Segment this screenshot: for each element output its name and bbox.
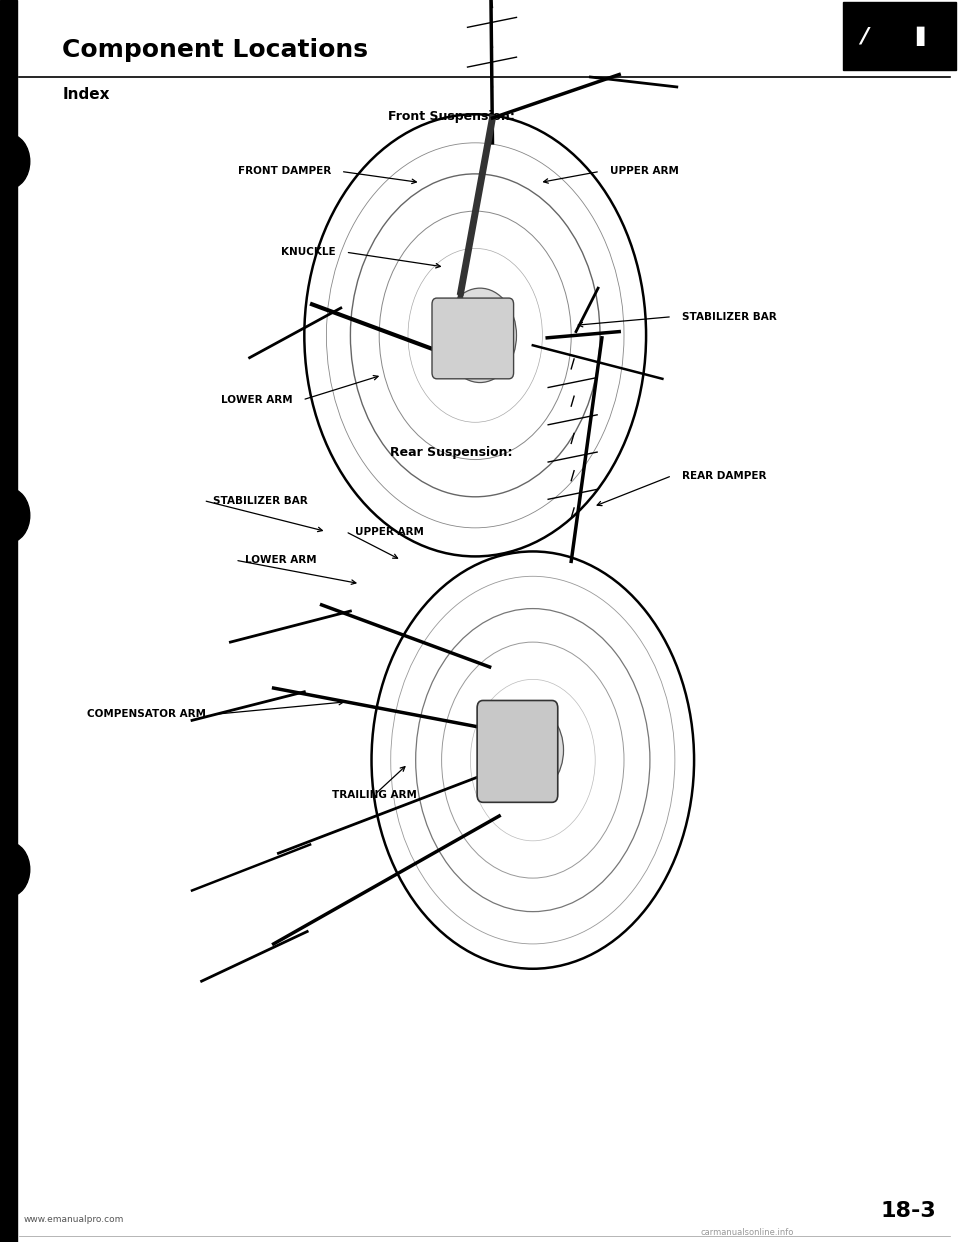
Text: LOWER ARM: LOWER ARM	[245, 555, 317, 565]
Circle shape	[0, 842, 30, 897]
Text: 18-3: 18-3	[880, 1201, 936, 1221]
Circle shape	[458, 313, 468, 325]
Circle shape	[510, 729, 519, 741]
Text: carmanualsonline.info: carmanualsonline.info	[701, 1227, 794, 1237]
Circle shape	[510, 759, 519, 771]
Circle shape	[544, 744, 554, 756]
Bar	[0, 0, 17, 1242]
FancyBboxPatch shape	[477, 700, 558, 802]
Bar	[843, 2, 956, 70]
Text: ▌: ▌	[916, 26, 931, 46]
Text: www.emanualpro.com: www.emanualpro.com	[24, 1215, 125, 1225]
Text: STABILIZER BAR: STABILIZER BAR	[682, 312, 777, 322]
Text: KNUCKLE: KNUCKLE	[281, 247, 336, 257]
FancyBboxPatch shape	[432, 298, 514, 379]
Circle shape	[444, 288, 516, 383]
Circle shape	[496, 707, 564, 794]
Text: UPPER ARM: UPPER ARM	[355, 527, 424, 537]
Circle shape	[482, 355, 492, 368]
Circle shape	[531, 768, 540, 780]
Text: Front Suspension:: Front Suspension:	[388, 111, 515, 123]
Circle shape	[458, 345, 468, 358]
Text: COMPENSATOR ARM: COMPENSATOR ARM	[87, 709, 206, 719]
Text: FRONT DAMPER: FRONT DAMPER	[238, 166, 331, 176]
Text: /: /	[860, 26, 868, 46]
Text: Rear Suspension:: Rear Suspension:	[390, 446, 513, 458]
Text: LOWER ARM: LOWER ARM	[221, 395, 293, 405]
Text: Component Locations: Component Locations	[62, 37, 369, 62]
Text: UPPER ARM: UPPER ARM	[610, 166, 679, 176]
Circle shape	[482, 303, 492, 315]
Text: TRAILING ARM: TRAILING ARM	[332, 790, 417, 800]
Text: STABILIZER BAR: STABILIZER BAR	[213, 496, 308, 505]
Circle shape	[0, 488, 30, 543]
Text: REAR DAMPER: REAR DAMPER	[682, 471, 766, 481]
Circle shape	[496, 329, 506, 342]
Circle shape	[0, 134, 30, 189]
Text: Index: Index	[62, 87, 109, 102]
Circle shape	[531, 720, 540, 733]
